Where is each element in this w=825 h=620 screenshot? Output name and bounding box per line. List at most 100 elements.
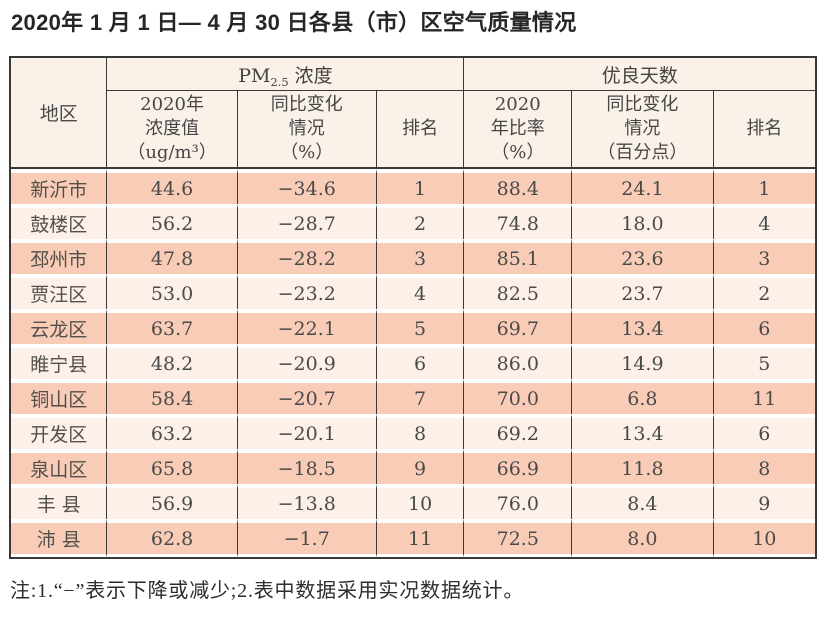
cell-pm-change: −20.1: [237, 414, 377, 449]
cell-days-change: 6.8: [572, 379, 714, 414]
cell-days-rate: 70.0: [464, 379, 573, 414]
cell-days-change: 23.7: [572, 274, 714, 309]
cell-days-change: 11.8: [572, 449, 714, 484]
cell-pm-rank: 2: [376, 204, 465, 239]
header-row-groups: 地区 PM2.5 浓度 优良天数: [11, 58, 815, 169]
cell-pm-value: 62.8: [107, 519, 238, 557]
cell-pm-value: 58.4: [107, 379, 238, 414]
cell-pm-change: −28.2: [237, 239, 377, 274]
cell-pm-rank: 6: [376, 344, 465, 379]
cell-days-rank: 3: [713, 239, 815, 274]
pm25-label-prefix: PM: [238, 64, 271, 87]
cell-pm-change: −20.9: [237, 344, 377, 379]
pm25-label-subscript: 2.5: [270, 74, 289, 89]
col-header-days-change: 同比变化 情况 （百分点）: [572, 91, 714, 169]
air-quality-table: 地区 PM2.5 浓度 优良天数 2020年 浓度值 （ug/m³） 同比变化 …: [9, 56, 817, 559]
cell-days-rank: 6: [713, 309, 815, 344]
cell-days-change: 8.0: [572, 519, 714, 557]
col-header-pm-change: 同比变化 情况 （%）: [237, 91, 377, 169]
cell-pm-value: 56.2: [107, 204, 238, 239]
cell-days-rate: 85.1: [464, 239, 573, 274]
cell-days-rank: 9: [713, 484, 815, 519]
cell-region: 开发区: [11, 414, 108, 449]
cell-days-change: 23.6: [572, 239, 714, 274]
cell-days-rank: 1: [713, 169, 815, 204]
cell-pm-rank: 5: [376, 309, 465, 344]
cell-days-rate: 74.8: [464, 204, 573, 239]
cell-days-rate: 69.2: [464, 414, 573, 449]
cell-region: 沛 县: [11, 519, 108, 557]
data-table: 地区 PM2.5 浓度 优良天数 2020年 浓度值 （ug/m³） 同比变化 …: [9, 56, 817, 559]
cell-pm-rank: 3: [376, 239, 465, 274]
cell-days-rank: 5: [713, 344, 815, 379]
col-header-days-rate: 2020 年比率 （%）: [464, 91, 573, 169]
table-row: 鼓楼区 56.2 −28.7 2 74.8 18.0 4: [11, 204, 815, 239]
cell-pm-value: 47.8: [107, 239, 238, 274]
table-row: 丰 县 56.9 −13.8 10 76.0 8.4 9: [11, 484, 815, 519]
cell-region: 铜山区: [11, 379, 108, 414]
cell-pm-change: −1.7: [237, 519, 377, 557]
cell-days-change: 14.9: [572, 344, 714, 379]
cell-pm-rank: 11: [376, 519, 465, 557]
cell-region: 睢宁县: [11, 344, 108, 379]
table-row: 泉山区 65.8 −18.5 9 66.9 11.8 8: [11, 449, 815, 484]
cell-pm-change: −20.7: [237, 379, 377, 414]
cell-pm-rank: 1: [376, 169, 465, 204]
cell-days-rate: 86.0: [464, 344, 573, 379]
col-group-pm25: PM2.5 浓度: [107, 58, 465, 91]
cell-days-rate: 72.5: [464, 519, 573, 557]
cell-days-change: 13.4: [572, 414, 714, 449]
cell-pm-value: 44.6: [107, 169, 238, 204]
cell-region: 邳州市: [11, 239, 108, 274]
cell-days-rank: 6: [713, 414, 815, 449]
cell-pm-value: 53.0: [107, 274, 238, 309]
cell-days-rate: 66.9: [464, 449, 573, 484]
cell-days-change: 24.1: [572, 169, 714, 204]
table-row: 开发区 63.2 −20.1 8 69.2 13.4 6: [11, 414, 815, 449]
cell-pm-value: 56.9: [107, 484, 238, 519]
cell-pm-value: 48.2: [107, 344, 238, 379]
cell-pm-value: 63.7: [107, 309, 238, 344]
cell-pm-change: −18.5: [237, 449, 377, 484]
cell-days-rank: 2: [713, 274, 815, 309]
cell-pm-rank: 10: [376, 484, 465, 519]
cell-region: 新沂市: [11, 169, 108, 204]
cell-days-rate: 69.7: [464, 309, 573, 344]
cell-days-rank: 8: [713, 449, 815, 484]
cell-days-rank: 10: [713, 519, 815, 557]
cell-region: 贾汪区: [11, 274, 108, 309]
table-header: 地区 PM2.5 浓度 优良天数 2020年 浓度值 （ug/m³） 同比变化 …: [11, 58, 815, 169]
cell-region: 泉山区: [11, 449, 108, 484]
col-header-pm-rank: 排名: [376, 91, 465, 169]
cell-region: 丰 县: [11, 484, 108, 519]
table-body: 新沂市 44.6 −34.6 1 88.4 24.1 1 鼓楼区 56.2 −28.7 2 74.8 1…: [11, 169, 815, 557]
pm25-label-suffix: 浓度: [288, 64, 333, 87]
col-group-good-days: 优良天数: [464, 58, 815, 91]
table-row: 睢宁县 48.2 −20.9 6 86.0 14.9 5: [11, 344, 815, 379]
cell-region: 鼓楼区: [11, 204, 108, 239]
cell-pm-rank: 4: [376, 274, 465, 309]
cell-days-change: 18.0: [572, 204, 714, 239]
cell-pm-rank: 9: [376, 449, 465, 484]
cell-pm-rank: 7: [376, 379, 465, 414]
table-row: 新沂市 44.6 −34.6 1 88.4 24.1 1: [11, 169, 815, 204]
cell-days-rate: 82.5: [464, 274, 573, 309]
cell-days-rate: 88.4: [464, 169, 573, 204]
cell-pm-value: 63.2: [107, 414, 238, 449]
table-row: 沛 县 62.8 −1.7 11 72.5 8.0 10: [11, 519, 815, 557]
cell-days-rate: 76.0: [464, 484, 573, 519]
header-row-subcolumns: 2020年 浓度值 （ug/m³） 同比变化 情况 （%） 排名 2020 年比…: [11, 91, 815, 169]
cell-pm-change: −23.2: [237, 274, 377, 309]
cell-region: 云龙区: [11, 309, 108, 344]
cell-pm-rank: 8: [376, 414, 465, 449]
cell-pm-change: −28.7: [237, 204, 377, 239]
table-row: 贾汪区 53.0 −23.2 4 82.5 23.7 2: [11, 274, 815, 309]
col-header-region: 地区: [11, 58, 108, 169]
page-title: 2020年 1 月 1 日— 4 月 30 日各县（市）区空气质量情况: [11, 10, 577, 35]
col-header-pm-value: 2020年 浓度值 （ug/m³）: [107, 91, 238, 169]
cell-days-change: 13.4: [572, 309, 714, 344]
cell-days-change: 8.4: [572, 484, 714, 519]
table-row: 云龙区 63.7 −22.1 5 69.7 13.4 6: [11, 309, 815, 344]
cell-days-rank: 11: [713, 379, 815, 414]
